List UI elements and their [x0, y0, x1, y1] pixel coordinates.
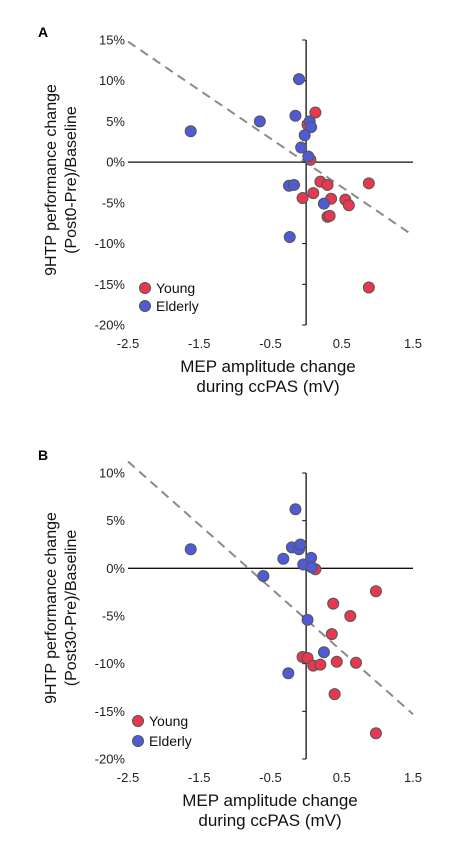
trendline-b: [127, 460, 414, 715]
elderly-point-a: [293, 73, 305, 86]
points-b: [184, 503, 382, 740]
x-tick-label-b: 0.5: [333, 770, 351, 785]
elderly-point-a: [295, 141, 308, 154]
young-point-a: [342, 199, 355, 212]
elderly-point-a: [289, 109, 302, 122]
x-tick-label-a: 0.5: [333, 336, 351, 351]
y-axis-label-b-line2: (Post30-Pre)/Baseline: [63, 530, 80, 687]
legend-elderly-label-b: Elderly: [149, 733, 192, 749]
y-tick-label-a: 10%: [99, 73, 125, 88]
elderly-point-a: [253, 115, 266, 128]
young-point-a: [362, 177, 375, 190]
y-tick-label-b: -20%: [95, 752, 126, 767]
x-tick-label-b: -1.5: [188, 770, 210, 785]
legend-b: Young Elderly: [132, 713, 192, 749]
y-tick-label-b: -5%: [102, 609, 126, 624]
young-point-a: [321, 178, 334, 191]
young-point-b: [350, 656, 362, 669]
x-axis-label-b-line1: MEP amplitude change: [182, 791, 357, 810]
chart-b: B 9HTP performance change (Post30-Pre)/B…: [38, 447, 422, 830]
panel-label-a: A: [38, 24, 48, 40]
young-point-b: [369, 727, 382, 740]
elderly-point-b: [305, 561, 318, 574]
points-a: [184, 73, 375, 294]
elderly-point-b: [289, 503, 302, 516]
y-tick-label-a: 5%: [106, 114, 125, 129]
young-point-a: [307, 187, 320, 200]
young-point-b: [330, 655, 343, 668]
young-point-b: [325, 628, 338, 641]
young-point-b: [328, 688, 341, 701]
legend-elderly-label-a: Elderly: [156, 298, 199, 314]
young-point-b: [314, 658, 327, 671]
legend-a: Young Elderly: [139, 280, 199, 314]
x-tick-label-b: -2.5: [117, 770, 139, 785]
elderly-point-a: [302, 150, 315, 163]
legend-young-marker-b: [132, 715, 144, 727]
trendline-a: [127, 40, 414, 237]
legend-young-label-a: Young: [156, 280, 195, 296]
legend-young-marker-a: [139, 282, 151, 294]
young-point-b: [327, 597, 340, 610]
x-axis-label-b-line2: during ccPAS (mV): [198, 811, 341, 830]
young-point-b: [344, 610, 357, 622]
x-axis-label-a-line2: during ccPAS (mV): [196, 377, 339, 396]
legend-elderly-marker-b: [132, 735, 144, 747]
chart-a: A 9HTP performance change (Post0-Pre)/Ba…: [38, 24, 422, 396]
y-tick-label-a: -20%: [95, 318, 126, 333]
elderly-point-a: [184, 125, 197, 138]
legend-elderly-marker-a: [139, 300, 151, 312]
elderly-point-b: [282, 667, 295, 680]
y-tick-label-a: -5%: [102, 195, 126, 210]
trendline-b: [127, 460, 414, 715]
y-tick-label-a: -15%: [95, 277, 126, 292]
elderly-point-b: [317, 646, 330, 659]
elderly-point-b: [277, 552, 290, 565]
y-tick-label-b: -15%: [95, 704, 126, 719]
x-tick-label-a: -0.5: [259, 336, 281, 351]
young-point-a: [323, 209, 336, 222]
x-ticks-b: -2.5 -1.5 -0.5 0.5 1.5: [117, 770, 422, 785]
x-tick-label-a: 1.5: [404, 336, 422, 351]
young-point-b: [369, 585, 382, 598]
y-tick-label-b: -10%: [95, 656, 126, 671]
elderly-point-b: [184, 543, 197, 556]
x-tick-label-a: -1.5: [188, 336, 210, 351]
legend-young-label-b: Young: [149, 713, 188, 729]
elderly-point-a: [288, 178, 301, 191]
elderly-point-b: [257, 569, 270, 582]
y-tick-label-b: 0%: [106, 561, 125, 576]
y-axis-label-a-line1: 9HTP performance change: [43, 84, 60, 276]
y-tick-label-b: 5%: [106, 513, 125, 528]
y-axis-label-a-line2: (Post0-Pre)/Baseline: [63, 106, 80, 254]
x-tick-label-b: -0.5: [259, 770, 281, 785]
elderly-point-a: [283, 231, 296, 244]
x-ticks-a: -2.5 -1.5 -0.5 0.5 1.5: [117, 336, 422, 351]
young-point-a: [362, 281, 375, 294]
y-tick-label-a: 15%: [99, 33, 125, 48]
elderly-point-b: [301, 613, 314, 626]
axes-a: [128, 40, 413, 325]
x-tick-label-a: -2.5: [117, 336, 139, 351]
elderly-point-b: [294, 538, 307, 551]
elderly-point-a: [317, 197, 330, 210]
panel-label-b: B: [38, 447, 48, 463]
young-point-a: [296, 191, 309, 204]
y-axis-label-b-line1: 9HTP performance change: [43, 512, 60, 704]
young-point-a: [309, 106, 322, 119]
x-axis-label-a-line1: MEP amplitude change: [180, 357, 355, 376]
y-tick-label-b: 10%: [99, 466, 125, 481]
trendline-a: [127, 40, 414, 237]
y-ticks-a: 15% 10% 5% 0% -5% -10% -15% -20%: [95, 33, 307, 333]
elderly-point-a: [305, 121, 318, 134]
x-tick-label-b: 1.5: [404, 770, 422, 785]
elderly-point-a: [298, 129, 311, 142]
y-tick-label-a: 0%: [106, 155, 125, 170]
y-tick-label-a: -10%: [95, 236, 126, 251]
y-ticks-b: 10% 5% 0% -5% -10% -15% -20%: [95, 466, 307, 767]
